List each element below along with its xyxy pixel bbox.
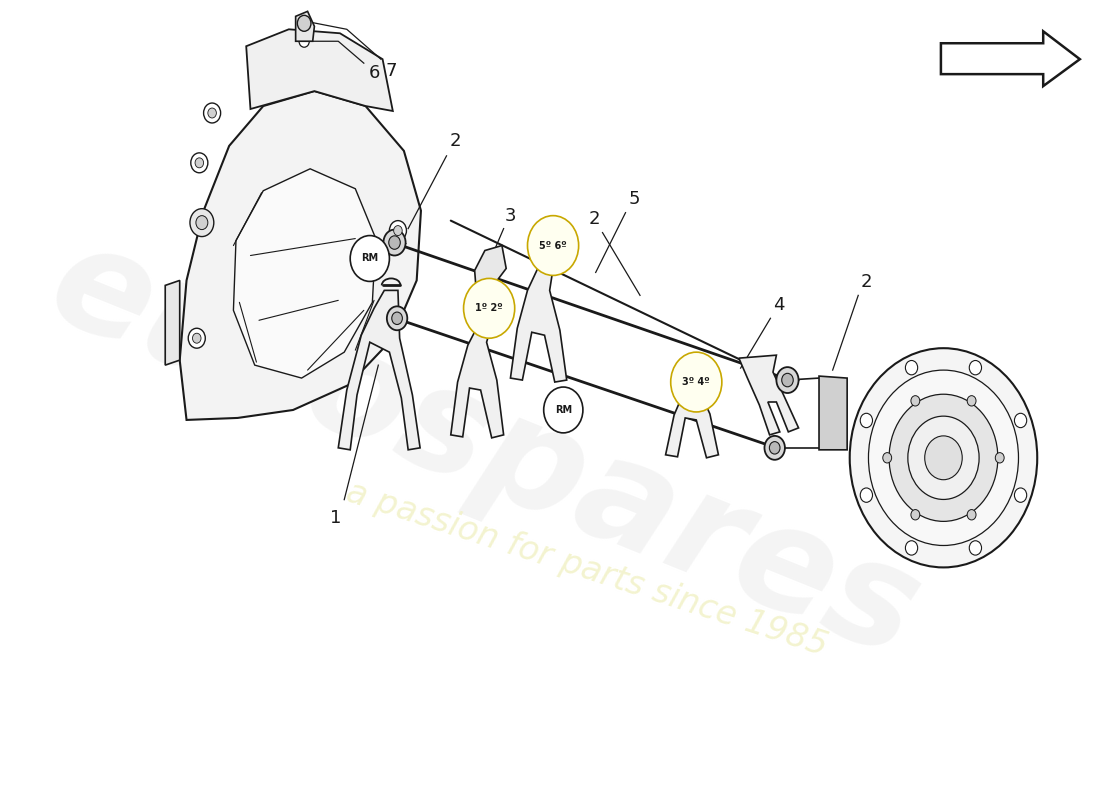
Circle shape bbox=[911, 510, 920, 520]
Circle shape bbox=[299, 35, 309, 47]
Circle shape bbox=[297, 15, 311, 31]
Circle shape bbox=[388, 236, 400, 250]
Circle shape bbox=[671, 352, 722, 412]
Polygon shape bbox=[739, 355, 799, 435]
Text: 5º 6º: 5º 6º bbox=[539, 241, 566, 250]
Circle shape bbox=[764, 436, 785, 460]
Circle shape bbox=[190, 209, 213, 237]
Circle shape bbox=[196, 216, 208, 230]
Polygon shape bbox=[666, 395, 718, 458]
Polygon shape bbox=[246, 30, 393, 111]
Circle shape bbox=[392, 312, 403, 325]
Text: 2: 2 bbox=[449, 132, 461, 150]
Circle shape bbox=[195, 158, 204, 168]
Text: 2: 2 bbox=[861, 274, 872, 291]
Circle shape bbox=[463, 278, 515, 338]
Circle shape bbox=[908, 416, 979, 499]
Circle shape bbox=[869, 370, 1019, 546]
Text: eurospares: eurospares bbox=[31, 212, 939, 688]
Circle shape bbox=[782, 374, 793, 387]
Polygon shape bbox=[339, 290, 420, 450]
Circle shape bbox=[192, 334, 201, 343]
Text: RM: RM bbox=[554, 405, 572, 415]
Polygon shape bbox=[179, 91, 421, 420]
Polygon shape bbox=[296, 11, 315, 42]
Polygon shape bbox=[165, 281, 179, 365]
Circle shape bbox=[188, 328, 206, 348]
Circle shape bbox=[528, 216, 579, 275]
Text: 3º 4º: 3º 4º bbox=[682, 377, 711, 387]
Circle shape bbox=[769, 442, 780, 454]
Text: 2: 2 bbox=[588, 210, 600, 228]
Circle shape bbox=[889, 394, 998, 522]
Text: 1º 2º: 1º 2º bbox=[475, 303, 503, 314]
Polygon shape bbox=[233, 169, 376, 378]
Circle shape bbox=[883, 453, 892, 463]
Circle shape bbox=[543, 387, 583, 433]
Circle shape bbox=[860, 414, 872, 428]
Circle shape bbox=[905, 541, 917, 555]
Circle shape bbox=[389, 221, 407, 241]
Text: a passion for parts since 1985: a passion for parts since 1985 bbox=[342, 476, 832, 663]
Text: 7: 7 bbox=[385, 62, 397, 80]
Text: 6: 6 bbox=[368, 64, 379, 82]
Circle shape bbox=[1014, 414, 1026, 428]
Circle shape bbox=[969, 361, 981, 375]
Text: RM: RM bbox=[361, 254, 378, 263]
Text: 3: 3 bbox=[505, 206, 516, 225]
Circle shape bbox=[860, 488, 872, 502]
Circle shape bbox=[387, 306, 407, 330]
Circle shape bbox=[394, 226, 403, 235]
Circle shape bbox=[969, 541, 981, 555]
Circle shape bbox=[967, 396, 976, 406]
Text: 1: 1 bbox=[330, 509, 341, 526]
Polygon shape bbox=[510, 269, 566, 382]
Circle shape bbox=[911, 396, 920, 406]
Circle shape bbox=[384, 230, 406, 255]
Circle shape bbox=[925, 436, 962, 480]
Polygon shape bbox=[474, 246, 506, 292]
Text: 4: 4 bbox=[773, 296, 784, 314]
Circle shape bbox=[996, 453, 1004, 463]
Circle shape bbox=[204, 103, 221, 123]
Polygon shape bbox=[451, 326, 504, 438]
Polygon shape bbox=[940, 31, 1080, 86]
Text: 5: 5 bbox=[628, 190, 640, 208]
Circle shape bbox=[849, 348, 1037, 567]
Circle shape bbox=[350, 235, 389, 282]
Circle shape bbox=[967, 510, 976, 520]
Circle shape bbox=[208, 108, 217, 118]
Polygon shape bbox=[820, 376, 847, 450]
Circle shape bbox=[1014, 488, 1026, 502]
Circle shape bbox=[905, 361, 917, 375]
Circle shape bbox=[777, 367, 799, 393]
Circle shape bbox=[190, 153, 208, 173]
